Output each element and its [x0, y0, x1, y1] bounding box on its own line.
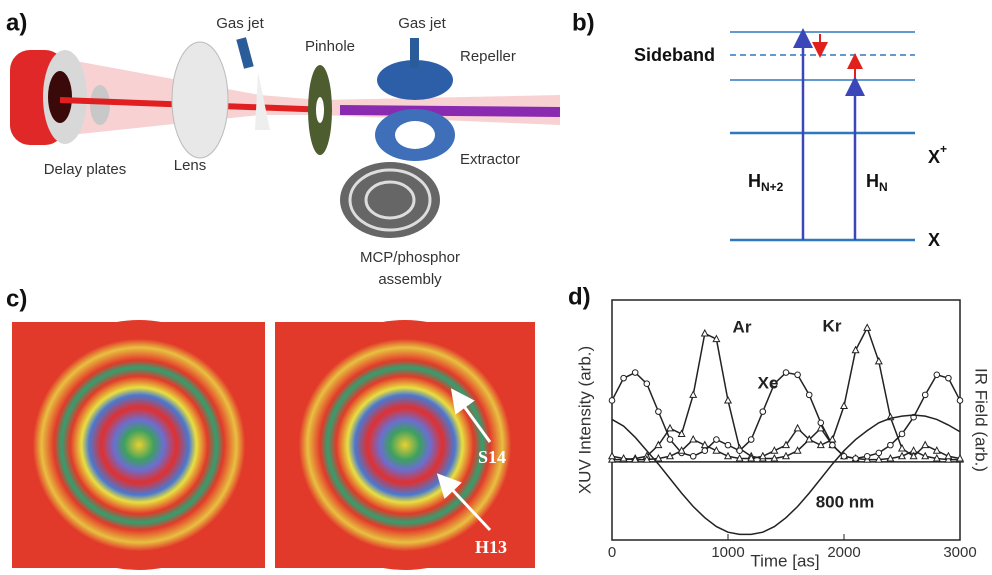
panel-label: d)	[568, 283, 591, 310]
panel-c: c) S14 H13	[6, 285, 535, 570]
point	[946, 375, 952, 381]
point	[621, 375, 627, 381]
label-text: X	[928, 147, 940, 167]
point	[818, 420, 824, 426]
page: {"panels": { "a": {"label": "a)", "gas_j…	[0, 0, 992, 575]
point	[794, 425, 800, 431]
point	[690, 391, 696, 397]
point	[725, 397, 731, 403]
label: Extractor	[460, 151, 520, 168]
label: S14	[478, 447, 506, 467]
point	[829, 436, 835, 442]
label: HN+2	[748, 171, 784, 194]
rings	[280, 320, 530, 570]
point	[899, 445, 905, 451]
series-line	[612, 415, 960, 534]
x-tick-label: 3000	[943, 544, 976, 561]
label: X+	[928, 142, 947, 167]
point	[957, 398, 963, 404]
label: H13	[475, 537, 507, 557]
panel-a: a) Gas jet Pinhole Gas jet Repeller Dela…	[6, 9, 560, 288]
x-tick-label: 1000	[711, 544, 744, 561]
point	[864, 324, 870, 330]
point	[806, 392, 812, 398]
series-label: 800 nm	[816, 492, 875, 511]
series-label: Xe	[758, 373, 779, 392]
label: X	[928, 230, 940, 250]
rings	[14, 320, 264, 570]
point	[888, 442, 894, 448]
subscript: N+2	[761, 180, 784, 194]
y2-axis-label: IR Field (arb.)	[972, 368, 991, 472]
point	[876, 358, 882, 364]
point	[841, 453, 847, 459]
series-label: Kr	[823, 316, 842, 335]
point	[876, 450, 882, 456]
label-text: H	[748, 171, 761, 191]
extractor-hole	[395, 121, 435, 149]
point	[853, 456, 859, 462]
label: Gas jet	[398, 15, 446, 32]
panel-label: c)	[6, 285, 27, 312]
point	[714, 437, 720, 443]
panel-label: b)	[572, 9, 595, 36]
delay-plate	[90, 85, 110, 125]
point	[783, 370, 789, 376]
point	[922, 392, 928, 398]
point	[830, 442, 836, 448]
x-axis-label: Time [as]	[750, 551, 819, 570]
point	[609, 453, 615, 459]
point	[702, 448, 708, 454]
label: Gas jet	[216, 15, 264, 32]
label: HN	[866, 171, 888, 194]
superscript: +	[940, 142, 947, 156]
mcp	[340, 162, 440, 238]
pinhole-hole	[316, 97, 324, 123]
panel-label: a)	[6, 9, 27, 36]
beam	[340, 110, 560, 112]
point	[725, 442, 731, 448]
point	[644, 381, 650, 387]
point	[748, 437, 754, 443]
point	[760, 409, 766, 415]
gas-jet	[236, 37, 253, 69]
label: assembly	[378, 271, 442, 288]
label: MCP/phosphor	[360, 249, 460, 266]
point	[795, 372, 801, 378]
label: Sideband	[634, 45, 715, 65]
label: Delay plates	[44, 161, 127, 178]
delay-aperture	[48, 71, 72, 123]
label: Lens	[174, 157, 207, 174]
panel-b: b) Sideband X+ X HN+2 HN	[572, 9, 947, 249]
point	[899, 431, 905, 437]
x-tick-label: 2000	[827, 544, 860, 561]
point	[690, 436, 696, 442]
label-text: H	[866, 171, 879, 191]
point	[632, 370, 638, 376]
point	[667, 437, 673, 443]
lens	[172, 42, 228, 158]
point	[864, 453, 870, 459]
label: Repeller	[460, 48, 516, 65]
label: Pinhole	[305, 38, 355, 55]
point	[656, 409, 662, 415]
point	[702, 330, 708, 336]
plot-frame	[612, 300, 960, 540]
gas-jet	[410, 38, 419, 68]
y-axis-label: XUV Intensity (arb.)	[575, 346, 594, 494]
figure: a) Gas jet Pinhole Gas jet Repeller Dela…	[0, 0, 992, 570]
x-tick-label: 0	[608, 544, 616, 561]
subscript: N	[879, 180, 888, 194]
point	[934, 372, 940, 378]
series-line	[612, 328, 960, 460]
panel-d: d) Time [as] XUV Intensity (arb.) IR Fie…	[568, 283, 991, 570]
series-label: Ar	[733, 317, 752, 336]
point	[852, 347, 858, 353]
point	[609, 398, 615, 404]
point	[841, 403, 847, 409]
point	[737, 448, 743, 454]
point	[922, 442, 928, 448]
point	[690, 453, 696, 459]
point	[667, 425, 673, 431]
